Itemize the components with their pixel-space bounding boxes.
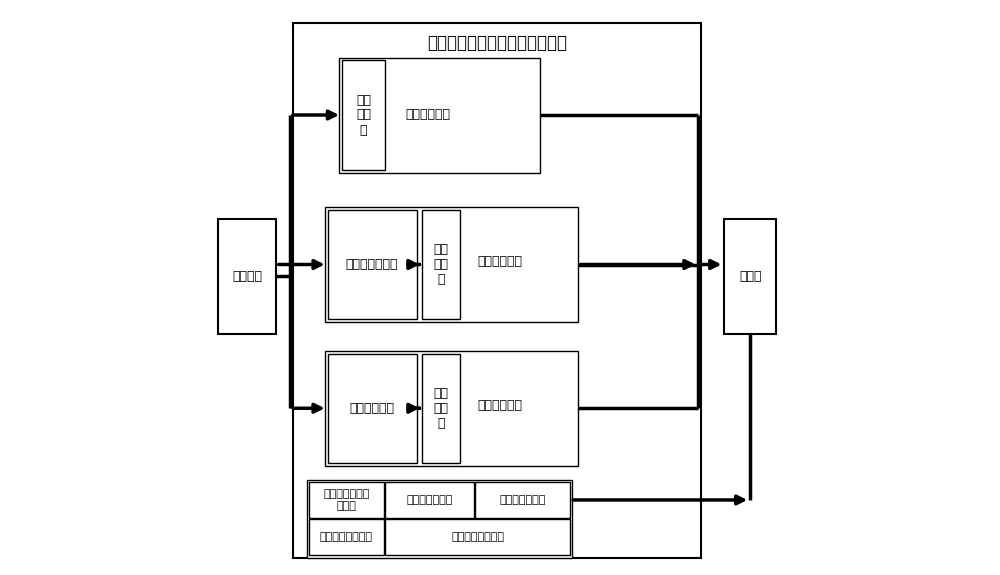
Bar — [325, 207, 578, 322]
Text: 窗口行地址寄存器: 窗口行地址寄存器 — [320, 532, 373, 542]
Text: 窗口模式存储: 窗口模式存储 — [478, 399, 522, 412]
Text: 全图模式存储: 全图模式存储 — [406, 109, 451, 121]
Text: 滤波模式存储: 滤波模式存储 — [478, 255, 522, 268]
Text: 外部输入: 外部输入 — [232, 270, 262, 282]
Bar — [724, 218, 776, 334]
Bar — [339, 58, 540, 172]
Text: 窗口数据截取: 窗口数据截取 — [350, 402, 395, 415]
Text: 处理器: 处理器 — [739, 270, 761, 282]
Text: 缓冲
寄存
器: 缓冲 寄存 器 — [434, 243, 449, 286]
Bar — [342, 60, 385, 170]
Text: 背景估值修正量
寄存器: 背景估值修正量 寄存器 — [323, 489, 370, 511]
Bar — [328, 354, 417, 463]
Bar — [328, 210, 417, 319]
Bar — [309, 482, 384, 518]
Bar — [309, 519, 384, 555]
Bar — [385, 482, 474, 518]
Bar — [475, 482, 570, 518]
Text: 多模式甚高精度图像预处理电路: 多模式甚高精度图像预处理电路 — [427, 34, 567, 52]
Text: 缓冲
寄存
器: 缓冲 寄存 器 — [356, 94, 371, 136]
Text: 滤波系数寄存器: 滤波系数寄存器 — [406, 495, 453, 505]
Bar — [325, 351, 578, 466]
Text: 自适应加权滤波: 自适应加权滤波 — [346, 258, 398, 271]
Bar — [293, 23, 701, 558]
Bar — [307, 480, 572, 558]
Text: 窗口列地址寄存器: 窗口列地址寄存器 — [451, 532, 504, 542]
Bar — [422, 210, 460, 319]
Bar — [218, 218, 276, 334]
Bar — [385, 519, 570, 555]
Text: 模式选择寄存器: 模式选择寄存器 — [500, 495, 546, 505]
Text: 缓冲
寄存
器: 缓冲 寄存 器 — [434, 387, 449, 430]
Bar — [422, 354, 460, 463]
